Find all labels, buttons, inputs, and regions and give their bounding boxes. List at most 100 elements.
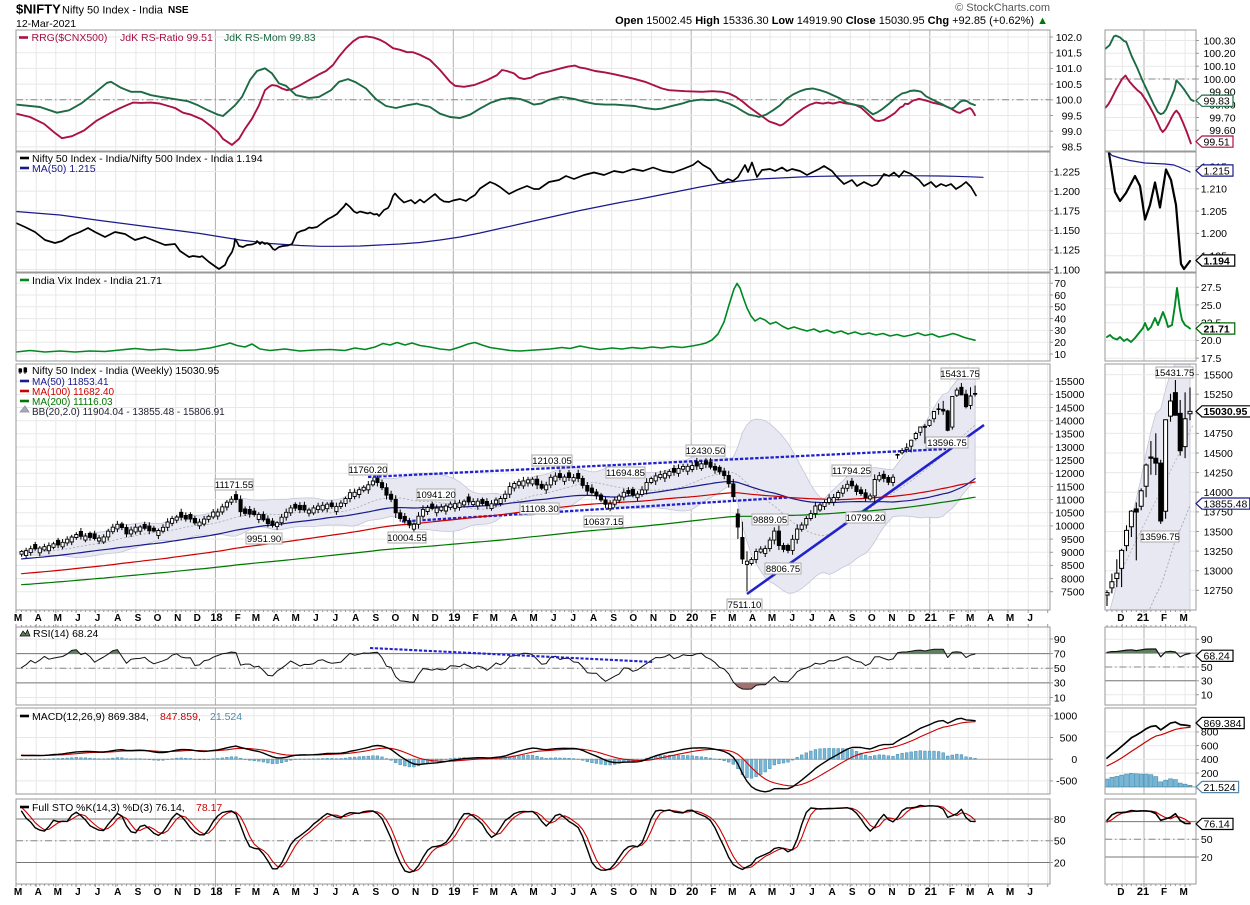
svg-text:$NIFTY: $NIFTY	[16, 2, 61, 17]
svg-text:A: A	[352, 613, 359, 624]
svg-text:J: J	[313, 613, 319, 624]
svg-text:15250: 15250	[1204, 389, 1233, 401]
svg-text:A: A	[35, 613, 42, 624]
svg-text:D: D	[908, 613, 915, 624]
svg-text:100.20: 100.20	[1203, 48, 1235, 60]
svg-text:J: J	[1027, 613, 1033, 624]
svg-text:101.0: 101.0	[1056, 63, 1082, 75]
svg-text:MA(100) 11682.40: MA(100) 11682.40	[32, 387, 115, 398]
svg-text:M: M	[768, 887, 776, 898]
svg-text:8500: 8500	[1061, 560, 1085, 572]
svg-text:D: D	[1117, 613, 1124, 624]
svg-text:1.225: 1.225	[1054, 166, 1080, 178]
svg-text:60: 60	[1054, 290, 1066, 302]
svg-text:O: O	[629, 613, 637, 624]
svg-text:78.17: 78.17	[196, 802, 222, 814]
svg-text:M: M	[728, 613, 736, 624]
svg-text:10941.20: 10941.20	[416, 490, 456, 501]
svg-text:O: O	[391, 613, 399, 624]
svg-text:50: 50	[1054, 836, 1066, 848]
svg-text:1.194: 1.194	[1204, 255, 1230, 267]
svg-text:100.00: 100.00	[1203, 74, 1235, 86]
svg-text:12430.50: 12430.50	[686, 446, 726, 457]
svg-text:1.200: 1.200	[1201, 228, 1227, 240]
svg-text:J: J	[75, 613, 81, 624]
svg-text:J: J	[1027, 887, 1033, 898]
svg-text:N: N	[650, 613, 657, 624]
svg-text:N: N	[174, 887, 181, 898]
svg-text:-500: -500	[1056, 776, 1077, 788]
svg-text:MA(200) 11116.03: MA(200) 11116.03	[32, 397, 113, 408]
svg-text:847.859,: 847.859,	[160, 711, 201, 723]
svg-text:J: J	[333, 613, 339, 624]
svg-text:J: J	[809, 613, 815, 624]
svg-text:10637.15: 10637.15	[584, 517, 624, 528]
svg-text:J: J	[571, 613, 577, 624]
svg-text:J: J	[95, 613, 101, 624]
svg-text:J: J	[809, 887, 815, 898]
svg-text:J: J	[551, 887, 557, 898]
svg-text:M: M	[966, 887, 974, 898]
svg-text:NSE: NSE	[168, 5, 189, 16]
svg-text:J: J	[790, 887, 796, 898]
svg-text:S: S	[849, 613, 856, 624]
svg-text:99.70: 99.70	[1209, 112, 1235, 124]
svg-text:S: S	[610, 613, 617, 624]
svg-text:21.524: 21.524	[210, 711, 242, 723]
svg-text:MA(50) 1.215: MA(50) 1.215	[32, 163, 96, 175]
svg-text:13000: 13000	[1055, 442, 1084, 454]
svg-text:MA(50) 11853.41: MA(50) 11853.41	[32, 377, 109, 388]
svg-text:70: 70	[1054, 278, 1066, 290]
svg-text:M: M	[54, 887, 62, 898]
svg-text:869.384: 869.384	[1204, 718, 1242, 730]
svg-text:M: M	[966, 613, 974, 624]
svg-text:O: O	[629, 887, 637, 898]
svg-text:1.100: 1.100	[1054, 264, 1080, 276]
svg-text:J: J	[333, 887, 339, 898]
svg-text:11108.30: 11108.30	[520, 504, 558, 515]
svg-text:13500: 13500	[1204, 526, 1233, 538]
svg-text:A: A	[510, 887, 517, 898]
svg-text:98.5: 98.5	[1062, 142, 1083, 154]
svg-text:14750: 14750	[1204, 428, 1233, 440]
svg-text:99.60: 99.60	[1209, 125, 1235, 137]
svg-text:S: S	[372, 887, 379, 898]
svg-text:M: M	[252, 887, 260, 898]
svg-text:18: 18	[210, 886, 222, 898]
svg-text:D: D	[432, 887, 439, 898]
svg-text:15000: 15000	[1055, 389, 1084, 401]
svg-text:21: 21	[925, 612, 937, 624]
svg-text:M: M	[291, 887, 299, 898]
svg-text:D: D	[194, 613, 201, 624]
svg-text:M: M	[54, 613, 62, 624]
svg-text:99.0: 99.0	[1062, 126, 1083, 138]
svg-text:20.0: 20.0	[1201, 335, 1222, 347]
svg-text:15500: 15500	[1204, 369, 1233, 381]
svg-text:14000: 14000	[1204, 487, 1233, 499]
svg-text:© StockCharts.com: © StockCharts.com	[955, 2, 1050, 14]
svg-text:O: O	[154, 887, 162, 898]
svg-text:20: 20	[686, 612, 698, 624]
svg-text:A: A	[828, 613, 835, 624]
svg-text:400: 400	[1201, 754, 1219, 766]
svg-text:11171.55: 11171.55	[215, 480, 253, 491]
svg-text:12000: 12000	[1055, 468, 1084, 480]
svg-text:13500: 13500	[1055, 429, 1084, 441]
svg-text:7511.10: 7511.10	[728, 600, 762, 611]
svg-text:A: A	[749, 887, 756, 898]
svg-text:M: M	[490, 887, 498, 898]
svg-text:1.215: 1.215	[1204, 165, 1230, 177]
svg-text:O: O	[868, 613, 876, 624]
svg-text:21: 21	[1137, 886, 1149, 898]
svg-text:M: M	[728, 887, 736, 898]
svg-text:15030.95: 15030.95	[1204, 406, 1248, 418]
svg-text:A: A	[272, 613, 279, 624]
svg-text:15431.75: 15431.75	[940, 369, 980, 380]
svg-text:25.0: 25.0	[1201, 300, 1222, 312]
svg-text:7500: 7500	[1061, 587, 1085, 599]
svg-text:A: A	[590, 613, 597, 624]
svg-text:D: D	[669, 613, 676, 624]
svg-text:10: 10	[1201, 690, 1213, 702]
svg-text:F: F	[949, 887, 955, 898]
svg-text:India Vix Index - India 21.71: India Vix Index - India 21.71	[32, 275, 162, 287]
